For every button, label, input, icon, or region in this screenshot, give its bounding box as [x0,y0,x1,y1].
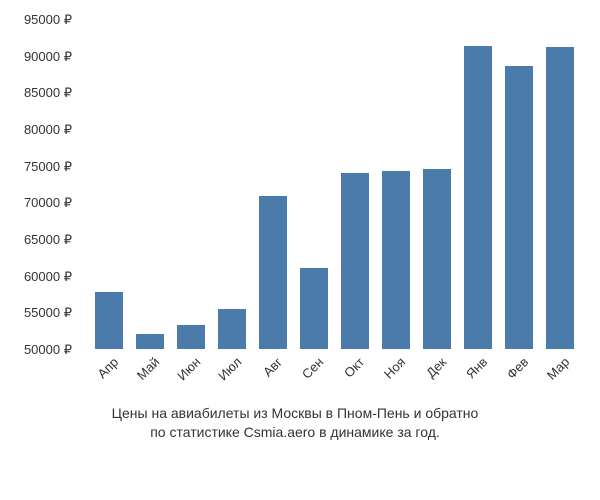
bar [505,66,533,349]
bars-region [88,20,580,350]
bar [177,325,205,349]
y-axis: 50000 ₽55000 ₽60000 ₽65000 ₽70000 ₽75000… [10,20,80,350]
y-tick-label: 50000 ₽ [24,342,72,358]
caption-line-2: по статистике Csmia.aero в динамике за г… [150,424,440,440]
x-labels: Апр Май Июн Июл Авг Сен Окт Ноя Дек Янв Фев Мар [88,350,580,410]
x-tick: Мар [546,350,574,410]
x-tick-label: Фев [503,354,531,382]
price-bar-chart: 50000 ₽ 55000 ₽ 60000 ₽ 65000 ₽ 70000 ₽ 75000… [0,0,600,500]
x-tick: Фев [505,350,533,410]
bar [423,169,451,349]
x-tick-label: Авг [260,355,285,380]
x-tick-label: Апр [94,354,121,381]
bar [136,334,164,349]
x-tick: Янв [464,350,492,410]
x-tick-label: Май [133,354,162,383]
bar [218,309,246,349]
x-tick: Сен [300,350,328,410]
x-tick-label: Окт [341,354,367,380]
y-tick-label: 90000 ₽ [24,49,72,65]
y-tick-label: 65000 ₽ [24,232,72,248]
x-tick-label: Сен [298,354,325,381]
x-tick-label: Янв [463,354,490,381]
x-tick: Май [136,350,164,410]
x-tick-label: Ноя [380,354,407,381]
bar [382,171,410,349]
y-tick-label: 75000 ₽ [24,159,72,175]
bar [546,47,574,349]
bar [300,268,328,349]
bar [95,292,123,349]
x-tick: Июл [218,350,246,410]
x-tick: Окт [341,350,369,410]
x-tick-label: Дек [423,354,449,380]
bar [464,46,492,349]
plot-area: 50000 ₽ 55000 ₽ 60000 ₽ 65000 ₽ 70000 ₽ 75000… [10,20,580,410]
x-tick-label: Июл [215,354,244,383]
y-tick-label: 80000 ₽ [24,122,72,138]
y-tick-label: 55000 ₽ [24,305,72,321]
x-tick-label: Июн [174,354,203,383]
x-tick: Июн [177,350,205,410]
bar [341,173,369,349]
y-tick-label: 95000 ₽ [24,12,72,28]
x-tick: Авг [259,350,287,410]
x-tick: Ноя [382,350,410,410]
y-tick-label: 85000 ₽ [24,85,72,101]
y-tick-label: 60000 ₽ [24,269,72,285]
y-tick-label: 70000 ₽ [24,195,72,211]
x-tick-label: Мар [543,354,572,383]
bars [88,20,580,349]
x-tick: Дек [423,350,451,410]
bar [259,196,287,349]
x-tick: Апр [95,350,123,410]
x-axis: Апр Май Июн Июл Авг Сен Окт Ноя Дек Янв Фев Мар [88,350,580,410]
